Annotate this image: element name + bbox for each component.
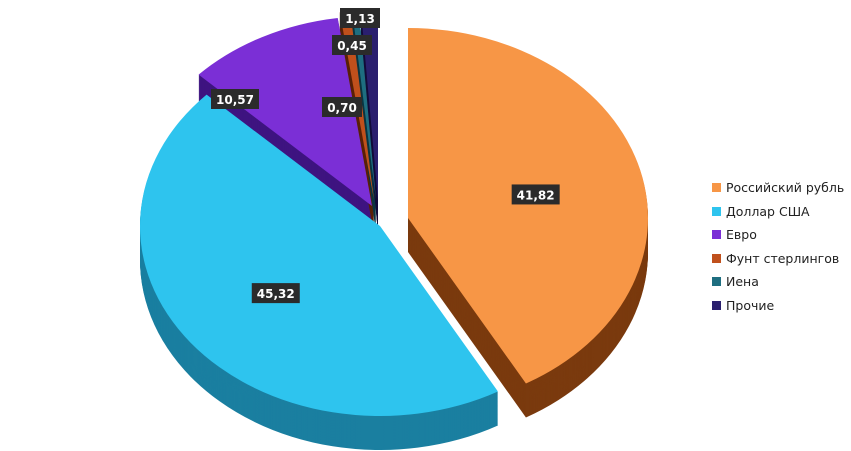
data-label-box	[251, 283, 300, 304]
legend-swatch	[712, 183, 721, 193]
slice-side	[352, 15, 376, 205]
data-label-box	[211, 89, 259, 109]
data-label-box	[332, 35, 372, 55]
data-label: 0,70	[327, 101, 357, 115]
data-label: 1,13	[345, 12, 375, 26]
legend-label: Иена	[726, 274, 759, 290]
slice-side	[339, 26, 374, 216]
data-label-box	[340, 8, 380, 28]
slice-side	[352, 26, 376, 216]
legend-item: Евро	[712, 223, 844, 247]
legend-swatch	[712, 230, 721, 240]
slice-side	[352, 25, 376, 215]
legend-swatch	[712, 300, 721, 310]
legend-item: Прочие	[712, 294, 844, 318]
legend-label: Прочие	[726, 297, 775, 313]
slice-5	[352, 10, 376, 200]
slice-side	[352, 19, 376, 209]
slice-side	[352, 24, 376, 214]
legend-swatch	[712, 253, 721, 263]
slice-side	[352, 23, 376, 213]
data-label: 0,45	[337, 39, 367, 53]
data-label: 10,57	[216, 93, 254, 107]
data-label: 45,32	[257, 287, 295, 301]
legend-item: Российский рубль	[712, 176, 844, 200]
slice-side	[352, 20, 376, 210]
legend-label: Евро	[726, 227, 757, 243]
slice-3	[198, 17, 372, 207]
legend-item: Фунт стерлингов	[712, 247, 844, 271]
slice-side	[339, 24, 374, 214]
slice-side	[352, 16, 376, 206]
legend-label: Российский рубль	[726, 180, 845, 196]
data-label-box	[511, 184, 560, 205]
slice-side	[352, 14, 376, 204]
slice-side	[352, 21, 376, 211]
legend-item: Иена	[712, 270, 844, 294]
slice-side	[352, 18, 376, 208]
slice-6	[360, 10, 378, 200]
slice-side	[339, 22, 374, 212]
data-label: 41,82	[517, 188, 555, 202]
slice-side	[352, 11, 376, 201]
data-label-box	[322, 97, 362, 117]
legend-label: Доллар США	[726, 203, 810, 219]
legend-item: Доллар США	[712, 200, 844, 224]
slice-side	[352, 12, 376, 202]
legend-swatch	[712, 206, 721, 216]
legend-label: Фунт стерлингов	[726, 250, 840, 266]
slice-side	[339, 27, 374, 217]
legend: Российский рубль Доллар США Евро Фунт стерл…	[712, 176, 844, 317]
slice-1	[408, 28, 648, 384]
slice-side	[339, 25, 374, 215]
slice-side	[352, 22, 376, 212]
slice-side	[339, 23, 374, 213]
slice-side	[352, 17, 376, 207]
legend-swatch	[712, 277, 721, 287]
slice-2	[139, 94, 498, 417]
slice-side	[352, 13, 376, 203]
